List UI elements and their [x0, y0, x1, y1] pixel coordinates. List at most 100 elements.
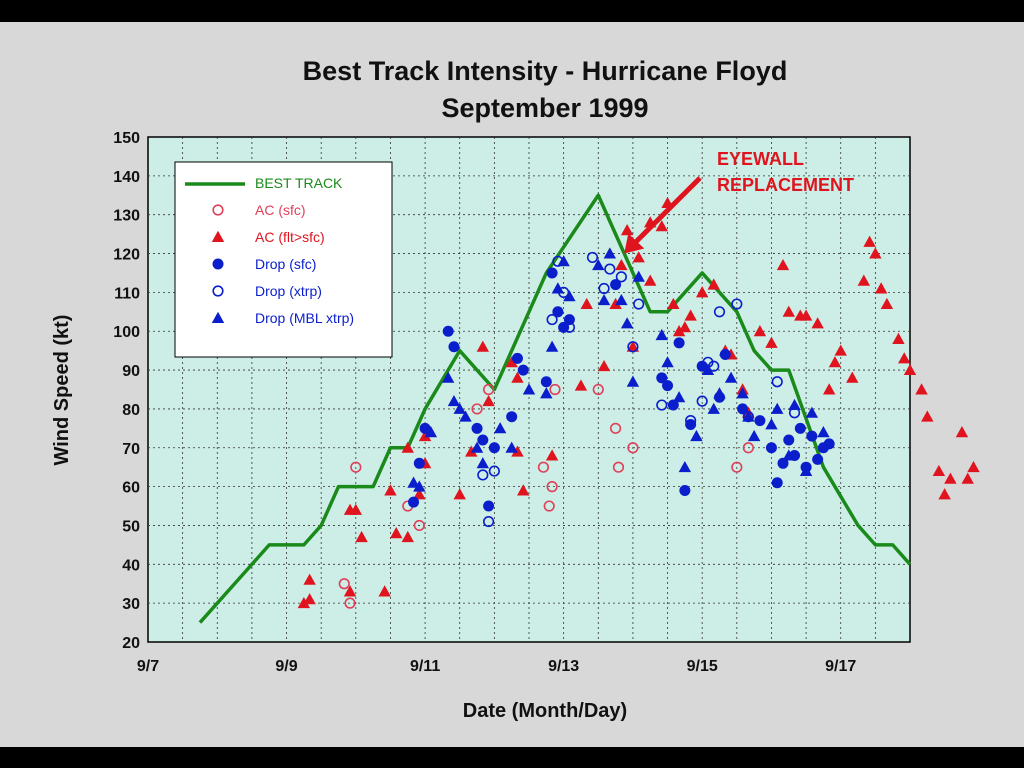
- drop-mbl-xtrp-point: [407, 476, 420, 488]
- ac-flt-sfc-point: [828, 356, 842, 368]
- annotation-line-2: REPLACEMENT: [717, 175, 854, 195]
- ac-flt-sfc-point: [672, 325, 686, 337]
- ac-flt-sfc-point: [511, 371, 524, 383]
- drop-mbl-xtrp-point: [805, 406, 819, 418]
- chart-title: Best Track Intensity - Hurricane Floyd: [303, 56, 788, 86]
- drop-xtrp-point: [488, 465, 500, 477]
- best-track-line: [198, 193, 912, 624]
- y-tick-label: 130: [113, 208, 140, 225]
- ac-flt-sfc-point: [961, 472, 974, 484]
- drop-xtrp-point: [477, 469, 489, 481]
- ac-sfc-point: [537, 461, 550, 473]
- drop-sfc-point: [806, 430, 818, 442]
- ac-flt-sfc-point: [967, 460, 980, 473]
- ac-flt-sfc-point: [863, 235, 876, 247]
- drop-sfc-point: [558, 321, 570, 333]
- ac-flt-sfc-point: [898, 352, 911, 364]
- drop-mbl-xtrp-point: [470, 441, 484, 453]
- ac-flt-sfc-point: [615, 258, 628, 271]
- ac-flt-sfc-point: [892, 332, 905, 344]
- ac-sfc-point: [731, 461, 743, 473]
- ac-flt-sfc-point: [482, 394, 495, 407]
- drop-mbl-xtrp-point: [742, 410, 755, 422]
- annotation-arrow-head: [624, 233, 645, 254]
- ac-flt-sfc-point: [476, 340, 490, 352]
- ac-sfc-point: [338, 578, 350, 590]
- drop-mbl-xtrp-point: [799, 464, 813, 477]
- y-tick-label: 50: [122, 518, 140, 535]
- legend-item-ac-sfc: AC (sfc): [212, 202, 306, 218]
- drop-sfc-point: [794, 422, 806, 434]
- drop-xtrp-point: [656, 399, 668, 411]
- drop-sfc-point: [517, 364, 529, 376]
- drop-sfc-point: [488, 442, 500, 454]
- y-tick-label: 60: [122, 480, 140, 497]
- ac-flt-sfc-point: [511, 445, 524, 457]
- drop-mbl-xtrp-point: [453, 402, 466, 414]
- drop-sfc-point: [737, 403, 749, 415]
- drop-mbl-xtrp-point: [447, 394, 461, 407]
- drop-mbl-xtrp-point: [672, 391, 686, 403]
- drop-xtrp-point: [696, 395, 708, 407]
- drop-xtrp-point: [685, 414, 697, 427]
- ac-flt-sfc-point: [834, 344, 847, 356]
- ac-flt-sfc-point: [545, 449, 559, 461]
- drop-mbl-xtrp-point: [620, 317, 634, 329]
- legend-label: AC (sfc): [255, 202, 306, 218]
- drop-xtrp-point: [713, 306, 726, 318]
- drop-mbl-xtrp-point: [493, 422, 507, 434]
- y-tick-label: 140: [113, 169, 140, 186]
- drop-mbl-xtrp-point: [540, 387, 553, 399]
- drop-sfc-point: [552, 306, 564, 318]
- legend-item-drop-mbl-xtrp: Drop (MBL xtrp): [211, 310, 354, 326]
- ac-flt-sfc-point: [401, 530, 414, 543]
- legend: BEST TRACK AC (sfc) AC (flt>sfc) Drop (sfc)…: [174, 161, 393, 358]
- ac-flt-sfc-point: [753, 325, 767, 337]
- drop-xtrp-point: [627, 341, 639, 353]
- drop-xtrp-point: [598, 282, 610, 295]
- legend-item-drop-sfc: Drop (sfc): [212, 256, 316, 272]
- legend-item-best-track: BEST TRACK: [185, 175, 343, 191]
- drop-sfc-point: [413, 457, 425, 469]
- legend-swatch: [212, 204, 224, 216]
- drop-sfc-point: [442, 325, 454, 337]
- drop-mbl-xtrp-point: [765, 418, 778, 430]
- ac-flt-sfc-point: [846, 371, 859, 383]
- drop-mbl-xtrp-point: [736, 387, 749, 399]
- ac-flt-sfc-point: [684, 309, 697, 321]
- ac-flt-sfc-point: [390, 527, 403, 539]
- drop-mbl-xtrp-point: [788, 398, 801, 410]
- ac-flt-sfc-point: [707, 278, 720, 290]
- drop-sfc-point: [477, 434, 489, 446]
- drop-sfc-point: [448, 341, 460, 353]
- ac-flt-sfc-point: [644, 274, 657, 286]
- drop-sfc-point: [546, 267, 558, 279]
- drop-mbl-xtrp-point: [707, 402, 720, 414]
- tick-labels: 20 30 40 50 60 70 80 90 100 110 120 130 140 150 9/7 9/9…: [113, 130, 856, 675]
- drop-mbl-xtrp-point: [597, 293, 611, 306]
- ac-flt-sfc-point: [782, 305, 795, 317]
- drop-mbl-xtrp-point: [505, 441, 518, 453]
- drop-mbl-xtrp-point: [661, 356, 674, 368]
- drop-sfc-point: [777, 457, 789, 469]
- ac-flt-sfc-point: [765, 336, 778, 348]
- drop-mbl-xtrp-point: [557, 255, 570, 267]
- drop-mbl-xtrp-point: [545, 340, 559, 352]
- legend-label: BEST TRACK: [255, 175, 343, 191]
- drop-mbl-xtrp-point: [592, 258, 605, 271]
- ac-flt-sfc-point: [915, 383, 928, 395]
- y-tick-label: 80: [122, 402, 140, 419]
- chart-subtitle: September 1999: [441, 93, 648, 123]
- legend-swatch: [211, 230, 225, 242]
- legend-swatch: [211, 311, 225, 323]
- legend-label: Drop (MBL xtrp): [255, 310, 354, 326]
- drop-sfc-point: [540, 376, 552, 388]
- drop-xtrp-point: [482, 515, 495, 528]
- ac-flt-sfc-point: [880, 297, 894, 309]
- drop-sfc-point: [673, 337, 685, 349]
- ac-sfc-point: [549, 383, 561, 396]
- drop-xtrp-point: [563, 321, 576, 333]
- y-tick-label: 100: [113, 324, 140, 341]
- y-tick-label: 30: [122, 596, 140, 613]
- x-tick-label: 9/9: [275, 658, 297, 675]
